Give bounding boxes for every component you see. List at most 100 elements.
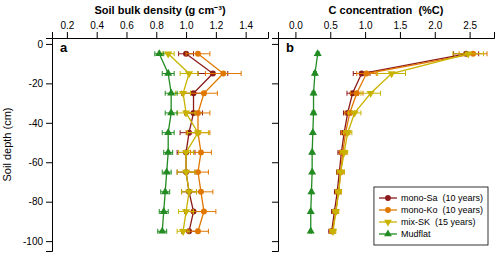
tick: -80 — [29, 196, 52, 207]
error-bar-cap — [165, 91, 166, 96]
tick-mark — [46, 241, 52, 242]
error-bar-cap — [197, 71, 198, 76]
legend-label: mix-SK (15 years) — [401, 217, 476, 227]
point — [185, 190, 193, 197]
error-bar-cap — [209, 51, 210, 56]
plot-area — [155, 49, 241, 236]
error-bar-cap — [177, 110, 178, 115]
error-bar-cap — [177, 229, 178, 234]
error-bar-cap — [189, 229, 190, 234]
error-bar-cap — [178, 51, 179, 56]
tick-label: 0.2 — [60, 20, 74, 31]
error-bar-cap — [177, 150, 178, 155]
tick-mark — [365, 32, 366, 38]
error-bar — [191, 91, 218, 96]
tick: 0.0 — [289, 20, 303, 38]
legend-item: mono-Sa (10 years) — [379, 193, 483, 203]
point — [179, 91, 187, 98]
point — [307, 187, 315, 194]
series — [155, 49, 177, 234]
error-bar-cap — [190, 91, 191, 96]
error-bar-cap — [178, 209, 179, 214]
error-bar-cap — [177, 170, 178, 175]
point — [351, 111, 359, 118]
error-bar-cap — [205, 71, 206, 76]
error-bar-cap — [160, 189, 161, 194]
point — [388, 71, 396, 78]
tick-label: -20 — [29, 78, 44, 89]
tick-mark — [246, 32, 247, 38]
tick-mark — [97, 32, 98, 38]
series — [177, 51, 228, 234]
legend-marker — [385, 207, 391, 213]
error-bar-cap — [208, 170, 209, 175]
point — [332, 209, 340, 216]
point — [354, 90, 360, 96]
error-bar-cap — [193, 150, 194, 155]
tick-mark — [470, 32, 471, 38]
tick — [272, 162, 278, 163]
y-axis — [272, 39, 279, 252]
line — [311, 54, 318, 232]
tick-label: 0.5 — [324, 20, 338, 31]
point — [164, 148, 172, 155]
error-bar-cap — [208, 229, 209, 234]
y-axis: 0-20-40-60-80-100 — [23, 39, 53, 252]
point — [167, 89, 175, 96]
point — [344, 130, 352, 137]
error-bar-cap — [209, 110, 210, 115]
error-bar-cap — [344, 110, 345, 115]
tick-mark — [46, 162, 52, 163]
point — [195, 51, 201, 57]
annotation: b — [286, 40, 294, 55]
tick-label: 1.0 — [359, 20, 373, 31]
tick-label: 2.0 — [428, 20, 442, 31]
tick: 1.4 — [239, 20, 253, 38]
error-bar — [357, 71, 377, 76]
legend-marker — [385, 195, 391, 201]
x-axis: 0.00.51.01.52.02.5 — [279, 20, 495, 39]
tick-mark — [46, 202, 52, 203]
error-bar — [205, 71, 241, 76]
tick: 0.2 — [60, 20, 74, 38]
tick: 2.0 — [428, 20, 442, 38]
error-bar-cap — [343, 130, 344, 135]
tick-label: 1.4 — [239, 20, 253, 31]
error-bar-cap — [181, 189, 182, 194]
legend-label: mono-Sa (10 years) — [401, 193, 483, 203]
error-bar-cap — [405, 71, 406, 76]
point — [340, 150, 348, 157]
error-bar-cap — [157, 229, 158, 234]
point — [329, 229, 337, 236]
error-bar-cap — [212, 189, 213, 194]
tick-mark — [186, 32, 187, 38]
error-bar-cap — [172, 150, 173, 155]
tick: 1.0 — [359, 20, 373, 38]
error-bar-cap — [376, 71, 377, 76]
point — [201, 209, 207, 215]
tick-mark — [216, 32, 217, 38]
point — [307, 227, 315, 234]
point — [314, 49, 322, 56]
error-bar-cap — [209, 130, 210, 135]
error-bar-cap — [177, 170, 178, 175]
point — [311, 69, 319, 76]
legend-item: mix-SK (15 years) — [379, 217, 476, 227]
axis-label: Soil depth (cm) — [1, 108, 13, 182]
tick: -100 — [23, 236, 52, 247]
error-bar-cap — [162, 170, 163, 175]
tick-label: 0 — [37, 39, 43, 50]
error-bar — [188, 229, 209, 234]
error-bar-cap — [190, 91, 191, 96]
legend: mono-Sa (10 years)mono-Ko (10 years)mix-… — [374, 187, 488, 245]
point — [182, 150, 190, 157]
tick: 0 — [37, 39, 52, 50]
error-bar-cap — [162, 130, 163, 135]
point — [198, 149, 204, 155]
error-bar-cap — [341, 130, 342, 135]
point — [155, 49, 163, 56]
error-bar-cap — [348, 110, 349, 115]
legend-box — [374, 187, 488, 245]
line — [159, 54, 171, 232]
point — [464, 51, 472, 58]
